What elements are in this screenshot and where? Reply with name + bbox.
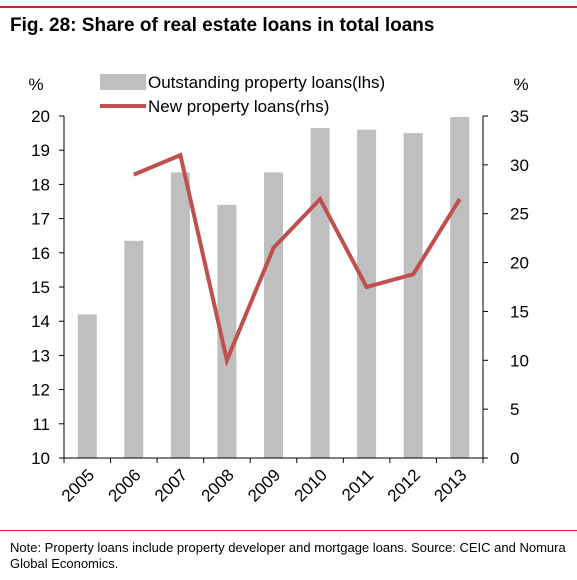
right-tick-label: 25 [510,205,529,224]
right-axis-unit: % [513,75,528,94]
figure-title: Fig. 28: Share of real estate loans in t… [10,15,435,36]
x-tick-label: 2011 [338,465,377,504]
bar-2010 [310,128,330,458]
x-tick-label: 2013 [430,465,470,505]
right-tick-label: 15 [510,302,529,321]
right-tick-label: 10 [510,351,529,370]
left-tick-label: 12 [31,381,50,400]
left-tick-label: 17 [31,210,50,229]
left-tick-label: 10 [31,449,50,468]
left-tick-label: 11 [32,415,50,434]
x-tick-label: 2012 [384,465,424,505]
bar-2005 [77,314,97,458]
bar-2007 [170,172,190,458]
bar-2009 [264,172,283,458]
right-tick-label: 0 [510,449,519,468]
left-tick-label: 13 [31,346,50,365]
line-layer [133,152,462,367]
legend-swatch-bar [100,74,146,90]
note-rule [0,530,577,531]
x-tick-label: 2005 [58,465,98,505]
x-tick-label: 2009 [244,465,284,505]
axes-layer [59,115,488,463]
x-tick-label: 2006 [104,465,144,505]
bar-2012 [403,133,423,458]
left-tick-label: 16 [31,244,50,263]
left-tick-label: 15 [31,278,50,297]
left-tick-label: 18 [31,175,50,194]
legend-label-line: New property loans(rhs) [148,97,329,116]
source-note: Note: Property loans include property de… [10,540,566,571]
right-tick-label: 30 [510,156,529,175]
bar-2011 [357,129,377,458]
bar-2008 [217,204,237,458]
left-tick-label: 19 [31,141,50,160]
x-tick-label: 2008 [198,465,238,505]
left-tick-label: 20 [31,107,50,126]
right-tick-label: 5 [510,400,519,419]
bars-layer [77,117,470,458]
x-tick-label: 2010 [291,465,331,505]
x-tick-label: 2007 [151,465,191,505]
left-axis-unit: % [28,75,43,94]
legend: Outstanding property loans(lhs) New prope… [100,73,385,116]
right-tick-label: 20 [510,254,529,273]
right-tick-label: 35 [510,107,529,126]
left-tick-label: 14 [31,312,50,331]
bar-2013 [450,117,470,458]
legend-label-bar: Outstanding property loans(lhs) [148,73,385,92]
title-rule [0,6,577,8]
bar-2006 [124,240,144,458]
series-line-new-property-loans [133,152,462,367]
